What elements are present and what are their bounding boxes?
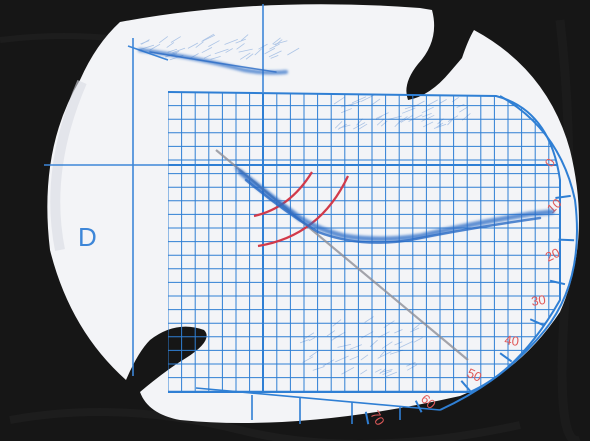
side-letter: D [78, 222, 97, 252]
test-card [47, 4, 579, 423]
scale-label: 30 [530, 292, 547, 309]
scale-label: 40 [504, 332, 520, 349]
scale-tick [559, 240, 574, 241]
